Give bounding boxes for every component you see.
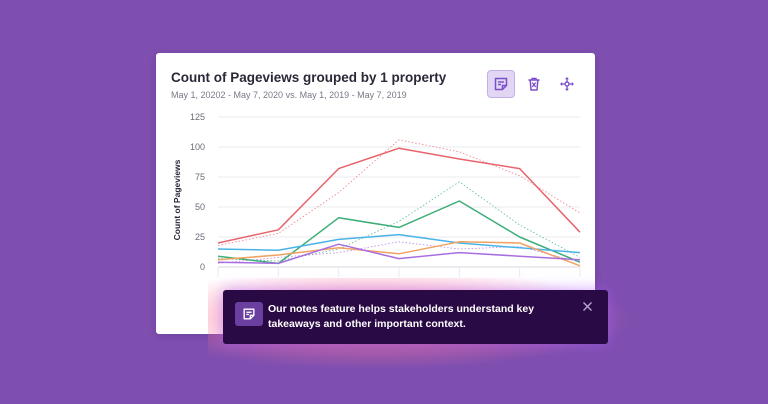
comparison-series-line [217,241,581,264]
close-icon [582,301,592,311]
series-line [217,241,581,267]
notes-tooltip: Our notes feature helps stakeholders und… [223,290,608,344]
y-tick-label: 125 [190,112,205,122]
toast-message: Our notes feature helps stakeholders und… [268,303,535,330]
line-chart: 0 25 50 75 100 125 Count of Pageviews [172,112,581,277]
y-tick-label: 100 [190,142,205,152]
date-range-subtitle: May 1, 20202 - May 7, 2020 vs. May 1, 20… [171,90,407,100]
y-axis-label: Count of Pageviews [172,159,182,240]
close-button[interactable] [580,299,594,313]
series-line [217,243,581,265]
y-tick-label: 25 [195,232,205,242]
y-tick-label: 0 [200,262,205,272]
comparison-series-line [217,181,581,262]
delete-icon [528,77,540,91]
comparison-series-line [217,139,581,246]
chart-title: Count of Pageviews grouped by 1 property [171,70,447,85]
move-icon [560,77,574,91]
notes-button[interactable] [487,70,515,98]
y-tick-label: 50 [195,202,205,212]
notes-icon [243,308,255,320]
y-tick-label: 75 [195,172,205,182]
move-button[interactable] [553,70,581,98]
toast-notes-badge [235,302,263,326]
delete-button[interactable] [520,70,548,98]
series-line [217,233,581,254]
notes-icon [494,77,508,91]
series-line [217,147,581,244]
